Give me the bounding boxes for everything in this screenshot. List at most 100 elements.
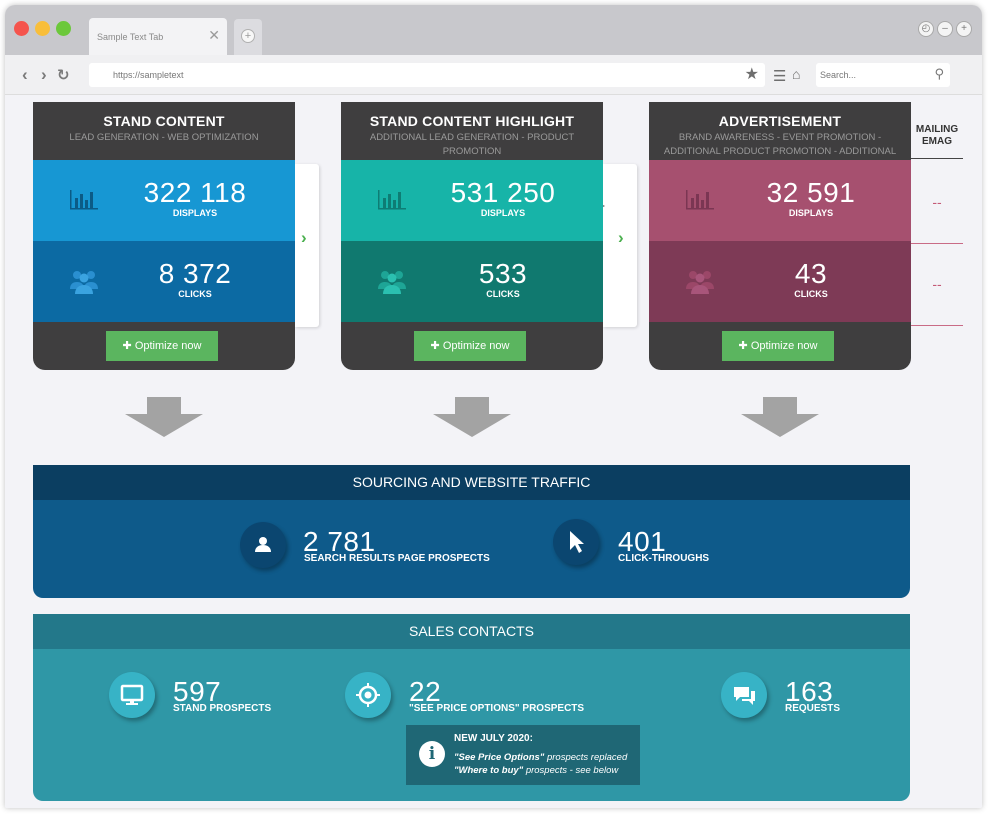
info-icon: i <box>419 741 445 767</box>
metric-label: "SEE PRICE OPTIONS" PROSPECTS <box>409 703 585 714</box>
window-add-icon[interactable]: + <box>956 21 972 37</box>
clicks-label: CLICKS <box>486 289 520 299</box>
plus-icon: ✚ <box>738 340 751 352</box>
clicks-value: 533 <box>478 258 528 289</box>
bar-chart-icon <box>377 188 407 216</box>
clicks-label: CLICKS <box>794 289 828 299</box>
page-content: › › T STAND CONTENT LEAD GENERATION - WE… <box>5 96 982 808</box>
window-restore-icon[interactable]: ◴ <box>918 21 934 37</box>
new-tab-button[interactable]: + <box>234 19 262 55</box>
optimize-now-button[interactable]: ✚ Optimize now <box>106 331 218 361</box>
bookmark-star-icon[interactable]: ★ <box>744 66 759 83</box>
displays-value: 32 591 <box>766 177 856 208</box>
notice-title: NEW JULY 2020: <box>454 733 533 744</box>
displays-value: 531 250 <box>450 177 556 208</box>
metric-value: 597 <box>173 676 222 707</box>
sales-contacts-panel: SALES CONTACTS 597 STAND PROSPECTS 22 "S… <box>33 614 910 801</box>
users-icon <box>377 269 407 301</box>
displays-row: 32 591 DISPLAYS <box>649 160 911 241</box>
new-july-2020-notice: i NEW JULY 2020: "See Price Options" pro… <box>406 725 640 785</box>
clicks-row: 43 CLICKS <box>649 241 911 322</box>
card-header: ADVERTISEMENT BRAND AWARENESS - EVENT PR… <box>649 102 911 171</box>
tab-title: Sample Text Tab <box>97 32 164 42</box>
optimize-now-button[interactable]: ✚ Optimize now <box>414 331 526 361</box>
metric-value: 2 781 <box>303 526 376 557</box>
clicks-row: 533 CLICKS <box>341 241 603 322</box>
mailing-value: -- <box>932 194 942 210</box>
close-window-button[interactable] <box>14 21 29 36</box>
displays-label: DISPLAYS <box>480 208 526 218</box>
plus-icon: ✚ <box>430 340 443 352</box>
bar-chart-icon <box>685 188 715 216</box>
clicks-value: 8 372 <box>158 258 232 289</box>
card-title: ADVERTISEMENT <box>718 113 842 129</box>
target-icon <box>345 672 391 718</box>
url-text: https://sampletext <box>113 70 184 80</box>
arrow-down-icon <box>125 397 203 437</box>
browser-tab[interactable]: Sample Text Tab ✕ <box>89 18 227 55</box>
displays-label: DISPLAYS <box>172 208 218 218</box>
clicks-label: CLICKS <box>178 289 212 299</box>
browser-window: Sample Text Tab ✕ + ◴ – + ‹ › ↻ https://… <box>5 5 982 808</box>
product-card-stand-content-highlight: STAND CONTENT HIGHLIGHT ADDITIONAL LEAD … <box>341 102 603 370</box>
arrow-down-icon <box>433 397 511 437</box>
card-subtitle: LEAD GENERATION - WEB OPTIMIZATION <box>69 132 259 143</box>
carousel-side-panel: › T <box>599 164 637 327</box>
optimize-now-button[interactable]: ✚ Optimize now <box>722 331 834 361</box>
section-title: SALES CONTACTS <box>33 614 910 649</box>
window-minimize-icon[interactable]: – <box>937 21 953 37</box>
metric-value: 22 <box>409 676 442 707</box>
displays-label: DISPLAYS <box>788 208 834 218</box>
user-icon <box>240 522 286 568</box>
card-header: STAND CONTENT LEAD GENERATION - WEB OPTI… <box>33 102 295 160</box>
metric-value: 401 <box>618 526 667 557</box>
clicks-value: 43 <box>794 258 828 289</box>
arrow-down-icon <box>741 397 819 437</box>
product-card-advertisement: ADVERTISEMENT BRAND AWARENESS - EVENT PR… <box>649 102 911 370</box>
address-bar-row: ‹ › ↻ https://sampletext ★ ☰ ⌂ Search...… <box>5 55 982 95</box>
users-icon <box>685 269 715 301</box>
chevron-right-icon[interactable]: › <box>618 228 624 247</box>
chat-icon <box>721 672 767 718</box>
monitor-icon <box>109 672 155 718</box>
metric-label: REQUESTS <box>785 703 841 714</box>
home-icon[interactable]: ⌂ <box>792 66 801 82</box>
search-input[interactable]: Search... ⚲ <box>816 63 950 87</box>
metric-value: 163 <box>785 676 834 707</box>
url-field[interactable]: https://sampletext ★ <box>89 63 765 87</box>
minimize-window-button[interactable] <box>35 21 50 36</box>
card-header: STAND CONTENT HIGHLIGHT ADDITIONAL LEAD … <box>341 102 603 160</box>
back-icon[interactable]: ‹ <box>22 65 28 84</box>
card-title: STAND CONTENT HIGHLIGHT <box>369 113 575 129</box>
cursor-icon <box>553 519 599 565</box>
mailing-value: -- <box>932 276 942 292</box>
displays-row: 322 118 DISPLAYS <box>33 160 295 241</box>
menu-icon[interactable]: ☰ <box>773 68 787 85</box>
plus-icon: + <box>241 29 255 43</box>
notice-line: "Where to buy" prospects - see below <box>454 765 619 776</box>
plus-icon: ✚ <box>122 340 135 352</box>
bar-chart-icon <box>69 188 99 216</box>
carousel-side-panel: › <box>295 164 319 327</box>
metric-label: STAND PROSPECTS <box>173 703 272 714</box>
card-title: STAND CONTENT <box>103 113 225 129</box>
displays-row: 531 250 DISPLAYS <box>341 160 603 241</box>
users-icon <box>69 269 99 301</box>
search-icon: ⚲ <box>934 66 944 81</box>
search-placeholder: Search... <box>820 70 857 80</box>
notice-line: "See Price Options" prospects replaced <box>454 752 628 763</box>
forward-icon[interactable]: › <box>41 65 47 84</box>
metric-label: CLICK-THROUGHS <box>618 553 710 564</box>
mailing-emag-column: MAILING EMAG -- -- <box>911 106 963 326</box>
card-subtitle: ADDITIONAL LEAD GENERATION - PRODUCT PRO… <box>369 132 575 157</box>
displays-value: 322 118 <box>143 177 247 208</box>
reload-icon[interactable]: ↻ <box>57 67 70 84</box>
tab-close-icon[interactable]: ✕ <box>208 27 220 43</box>
clicks-row: 8 372 CLICKS <box>33 241 295 322</box>
chevron-right-icon[interactable]: › <box>301 228 307 247</box>
maximize-window-button[interactable] <box>56 21 71 36</box>
tab-strip: Sample Text Tab ✕ + ◴ – + <box>5 5 982 55</box>
sourcing-traffic-panel: SOURCING AND WEBSITE TRAFFIC 2 781 SEARC… <box>33 465 910 598</box>
product-card-stand-content: STAND CONTENT LEAD GENERATION - WEB OPTI… <box>33 102 295 370</box>
metric-label: SEARCH RESULTS PAGE PROSPECTS <box>304 553 490 564</box>
